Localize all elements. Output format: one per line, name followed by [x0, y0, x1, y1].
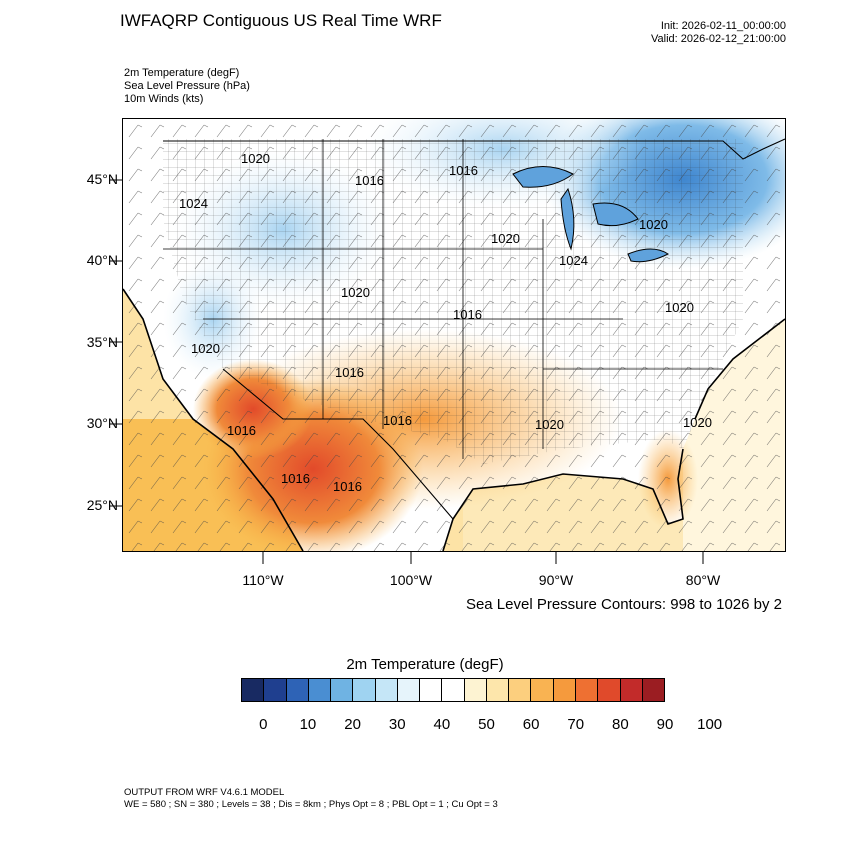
colorbar-tick-label: 0: [259, 716, 268, 733]
lon-label: 110°W: [242, 572, 284, 588]
colorbar-swatch: [264, 679, 287, 701]
colorbar-tick-label: 20: [344, 716, 361, 733]
colorbar-swatch: [531, 679, 554, 701]
colorbar-swatch: [598, 679, 621, 701]
map-canvas: 1020 1016 1016 1024 1020 1024 1020 1020 …: [123, 119, 785, 551]
colorbar-swatch: [509, 679, 532, 701]
colorbar-tick-label: 50: [478, 716, 495, 733]
colorbar-swatch: [375, 679, 398, 701]
pressure-label: 1016: [281, 471, 310, 486]
colorbar-swatch: [308, 679, 332, 701]
chart-title: IWFAQRP Contiguous US Real Time WRF: [120, 11, 442, 30]
colorbar-swatch: [575, 679, 599, 701]
field-temperature: 2m Temperature (degF): [124, 67, 240, 79]
pressure-label: 1016: [383, 413, 412, 428]
pressure-label: 1020: [341, 285, 370, 300]
lon-label: 100°W: [389, 572, 433, 588]
colorbar-swatch: [331, 679, 354, 701]
lat-label: 45°N: [86, 171, 118, 187]
colorbar-swatch: [286, 679, 309, 701]
pressure-label: 1016: [355, 173, 384, 188]
colorbar-swatch: [397, 679, 421, 701]
pressure-labels: 1020 1016 1016 1024 1020 1024 1020 1020 …: [179, 151, 712, 494]
pressure-label: 1016: [335, 365, 364, 380]
lon-label: 80°W: [685, 572, 721, 588]
colorbar-swatch: [464, 679, 487, 701]
init-time: Init: 2026-02-11_00:00:00: [660, 20, 786, 32]
pressure-label: 1016: [453, 307, 482, 322]
field-winds: 10m Winds (kts): [124, 93, 204, 105]
footer-model: OUTPUT FROM WRF V4.6.1 MODEL: [124, 787, 285, 798]
colorbar-tick-label: 90: [656, 716, 674, 733]
lon-label: 90°W: [538, 572, 574, 588]
boundary-lines: [123, 138, 785, 551]
pressure-label: 1024: [559, 253, 588, 268]
pressure-label: 1020: [535, 417, 564, 432]
lat-label: 35°N: [86, 334, 118, 350]
colorbar-tick-label: 100: [697, 716, 723, 733]
pressure-label: 1024: [179, 196, 208, 211]
pressure-label: 1020: [491, 231, 520, 246]
colorbar-swatch: [553, 679, 576, 701]
colorbar-tick-label: 40: [433, 716, 451, 733]
colorbar-tick-label: 10: [299, 716, 317, 733]
pressure-label: 1020: [241, 151, 270, 166]
lat-label: 25°N: [86, 497, 118, 513]
colorbar: [241, 678, 665, 702]
map-ticks: [110, 179, 704, 564]
valid-time: Valid: 2026-02-12_21:00:00: [651, 33, 786, 45]
colorbar-swatch: [620, 679, 643, 701]
colorbar-swatch: [420, 679, 443, 701]
weather-map: 1020 1016 1016 1024 1020 1024 1020 1020 …: [122, 118, 786, 552]
pressure-label: 1020: [191, 341, 220, 356]
field-pressure: Sea Level Pressure (hPa): [124, 80, 250, 92]
pressure-label: 1016: [449, 163, 478, 178]
colorbar-swatch: [242, 679, 265, 701]
colorbar-tick-label: 70: [567, 716, 585, 733]
pressure-label: 1020: [665, 300, 694, 315]
pressure-label: 1020: [639, 217, 668, 232]
colorbar-swatch: [353, 679, 376, 701]
colorbar-tick-label: 30: [388, 716, 406, 733]
colorbar-swatch: [642, 679, 665, 701]
pressure-label: 1016: [333, 479, 362, 494]
lat-label: 30°N: [86, 415, 118, 431]
colorbar-swatch: [486, 679, 510, 701]
colorbar-tick-label: 60: [522, 716, 540, 733]
lat-label: 40°N: [86, 252, 118, 268]
pressure-label: 1016: [227, 423, 256, 438]
contour-note: Sea Level Pressure Contours: 998 to 1026…: [465, 596, 782, 613]
footer-config: WE = 580 ; SN = 380 ; Levels = 38 ; Dis …: [124, 799, 498, 810]
colorbar-tick-label: 80: [612, 716, 629, 733]
colorbar-title: 2m Temperature (degF): [346, 656, 504, 673]
colorbar-swatch: [442, 679, 465, 701]
great-lakes: [512, 166, 669, 263]
pressure-label: 1020: [683, 415, 712, 430]
